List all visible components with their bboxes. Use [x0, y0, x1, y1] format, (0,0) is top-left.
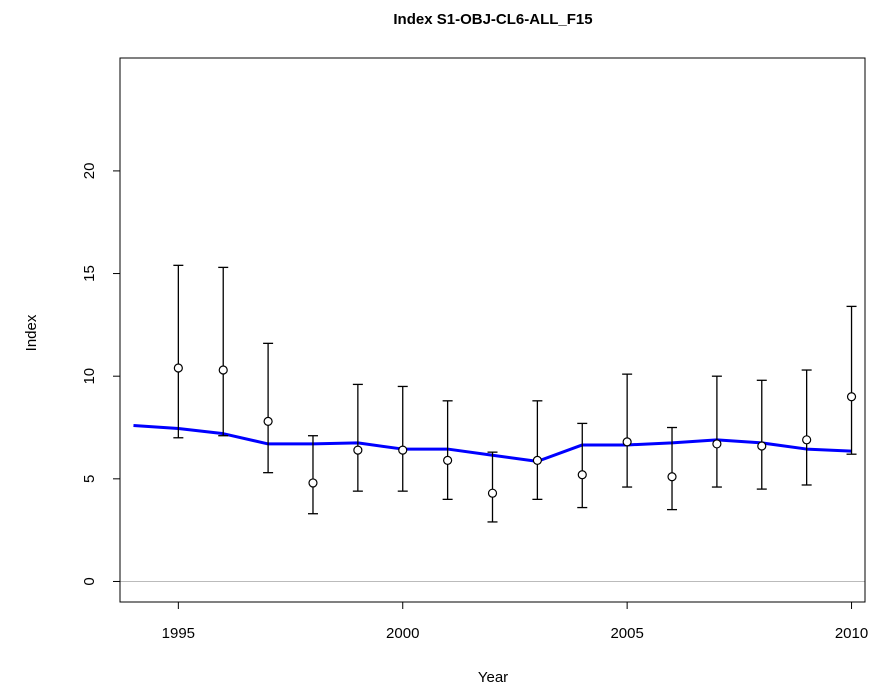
error-bar-layer [173, 264, 857, 523]
error-bar [487, 451, 498, 523]
y-tick-label: 20 [81, 163, 98, 180]
plot-frame [119, 57, 866, 603]
error-bar [577, 422, 588, 509]
x-tick-label: 2010 [835, 625, 868, 642]
observed-point [712, 439, 722, 449]
observed-point [577, 470, 587, 480]
observed-points-layer [173, 363, 857, 498]
error-bar [307, 435, 318, 515]
observed-point [802, 435, 812, 445]
error-bar [711, 375, 722, 488]
observed-point [218, 365, 228, 375]
error-bar [397, 385, 408, 492]
y-tick-label: 0 [81, 577, 98, 585]
error-bar [622, 373, 633, 488]
error-bar [173, 264, 184, 439]
axes-layer: 1995 2000 2005 2010 0 5 10 15 20 [81, 163, 868, 642]
observed-point [443, 455, 453, 465]
observed-point [173, 363, 183, 373]
x-tick-label: 2005 [610, 625, 643, 642]
observed-point [263, 416, 273, 426]
y-tick-label: 15 [81, 265, 98, 282]
observed-point [846, 392, 857, 402]
y-axis-label: Index [23, 314, 40, 351]
y-tick-label: 5 [81, 475, 98, 483]
error-bar [352, 383, 363, 492]
x-tick-label: 2000 [386, 625, 419, 642]
observed-point [757, 441, 767, 451]
error-bar [218, 266, 229, 437]
x-tick-label: 1995 [162, 625, 195, 642]
error-bar [846, 305, 857, 455]
observed-point [308, 478, 318, 488]
x-axis-label: Year [478, 669, 508, 686]
chart-title: Index S1-OBJ-CL6-ALL_F15 [393, 11, 592, 28]
y-tick-label: 10 [81, 368, 98, 385]
error-bar [801, 369, 812, 486]
observed-point [487, 488, 498, 498]
error-bar [442, 400, 453, 501]
observed-point [353, 445, 363, 455]
observed-point [532, 455, 542, 465]
error-bar [532, 400, 543, 501]
observed-point [398, 445, 408, 455]
error-bar [667, 426, 678, 511]
observed-point [667, 472, 677, 482]
error-bar [263, 342, 274, 474]
observed-point [622, 437, 632, 447]
error-bar [756, 379, 767, 490]
